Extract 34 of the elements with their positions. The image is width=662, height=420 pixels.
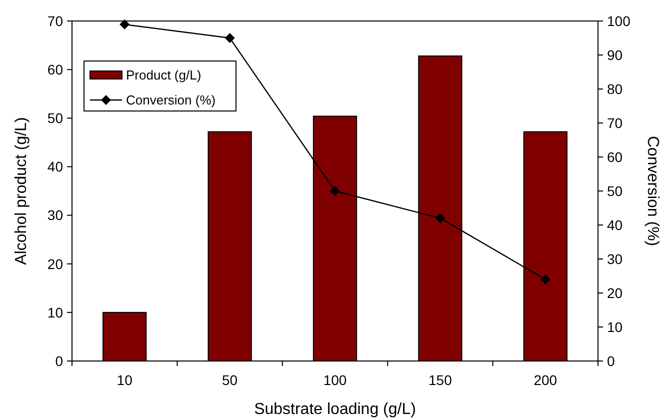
y2-tick-label: 50 [607, 182, 623, 199]
y2-tick-label: 90 [607, 46, 623, 63]
y2-tick-label: 30 [607, 250, 623, 267]
legend-label: Conversion (%) [126, 92, 216, 108]
y2-tick-label: 80 [607, 80, 623, 97]
point [330, 186, 340, 196]
y-tick-label: 40 [47, 158, 64, 175]
y-tick-label: 0 [55, 352, 64, 369]
y-tick-label: 30 [47, 207, 64, 224]
x-axis-title: Substrate loading (g/L) [254, 401, 416, 418]
x-tick-label: 100 [323, 372, 347, 388]
legend-label: Product (g/L) [126, 68, 202, 83]
y2-tick-label: 100 [607, 12, 631, 29]
x-tick-label: 200 [534, 372, 558, 388]
y2-tick-label: 10 [607, 318, 623, 335]
point [435, 213, 446, 224]
y-tick-label: 50 [47, 110, 64, 126]
y-axis-title: Alcohol product (g/L) [13, 117, 30, 265]
y2-tick-label: 20 [607, 284, 623, 301]
y2-tick-label: 60 [607, 148, 623, 165]
point [120, 19, 130, 30]
x-tick-label: 50 [222, 372, 238, 388]
y-tick-label: 60 [47, 61, 64, 78]
point [540, 274, 550, 284]
y2-tick-label: 40 [607, 216, 623, 233]
y2-axis-title: Conversion (%) [644, 136, 661, 246]
point [224, 33, 235, 43]
x-tick-label: 10 [116, 372, 133, 388]
x-tick-label: 150 [428, 372, 452, 388]
y-tick-label: 70 [47, 12, 64, 29]
y2-tick-label: 70 [607, 114, 623, 131]
y2-tick-label: 0 [607, 352, 615, 369]
y-tick-label: 20 [47, 256, 64, 272]
y-tick-label: 10 [47, 304, 64, 320]
